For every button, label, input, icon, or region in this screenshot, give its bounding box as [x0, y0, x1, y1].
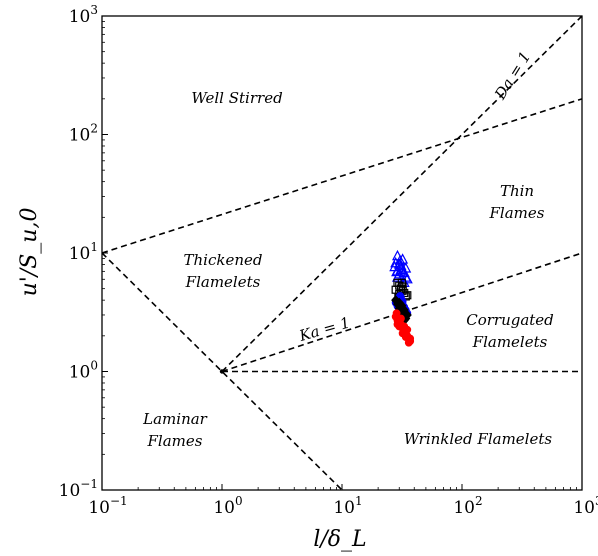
data-point: [397, 278, 406, 287]
region-label: Flamelets: [472, 333, 548, 351]
region-label: Thickened: [184, 251, 263, 269]
data-point: [400, 262, 412, 273]
data-point: [391, 271, 403, 282]
y-tick-label: 10−1: [59, 477, 98, 501]
x-tick-label: 101: [333, 494, 362, 518]
region-label: Thin: [500, 182, 534, 200]
data-point: [394, 297, 404, 308]
x-tick-label: 103: [573, 494, 598, 518]
region-label: Flames: [147, 432, 203, 450]
data-points: [219, 249, 415, 374]
origin-point: [219, 369, 225, 374]
region-label: Corrugated: [466, 311, 554, 329]
x-tick-label: 10−1: [88, 494, 127, 518]
data-point: [403, 325, 412, 334]
data-point: [391, 265, 403, 277]
region-label: Laminar: [142, 410, 208, 428]
data-point: [397, 253, 409, 264]
regime-line: [221, 252, 583, 373]
regime-lines: [101, 15, 583, 491]
region-label: Well Stirred: [191, 89, 282, 107]
regime-line: [101, 98, 583, 254]
y-tick-label: 103: [69, 3, 98, 27]
y-tick-label: 102: [69, 122, 98, 146]
region-label: Flames: [489, 204, 545, 222]
x-tick-label: 102: [453, 494, 482, 518]
region-label: Wrinkled Flamelets: [404, 430, 552, 448]
y-tick-label: 101: [69, 240, 98, 264]
regime-line: [101, 252, 343, 491]
y-axis-label: u'/S_u,0: [17, 208, 42, 297]
region-label: Flamelets: [185, 273, 261, 291]
x-axis-label: l/δ_L: [313, 527, 366, 552]
da-line-label: Da = 1: [491, 48, 535, 103]
y-tick-label: 100: [69, 359, 98, 383]
x-tick-label: 100: [213, 494, 242, 518]
data-point: [401, 273, 413, 284]
axis-ticks: 10−1 100 101 102 103 10−1 100 101 102 103: [59, 3, 598, 518]
region-labels: Da = 1 Ka = 1 Well Stirred Thin Flames Thicke…: [142, 48, 554, 450]
regime-line: [221, 15, 583, 373]
data-point: [397, 265, 409, 276]
data-point: [392, 309, 401, 318]
data-point: [394, 254, 406, 265]
data-point: [397, 314, 405, 323]
data-point: [406, 334, 415, 343]
ka-line-label: Ka = 1: [296, 313, 352, 345]
